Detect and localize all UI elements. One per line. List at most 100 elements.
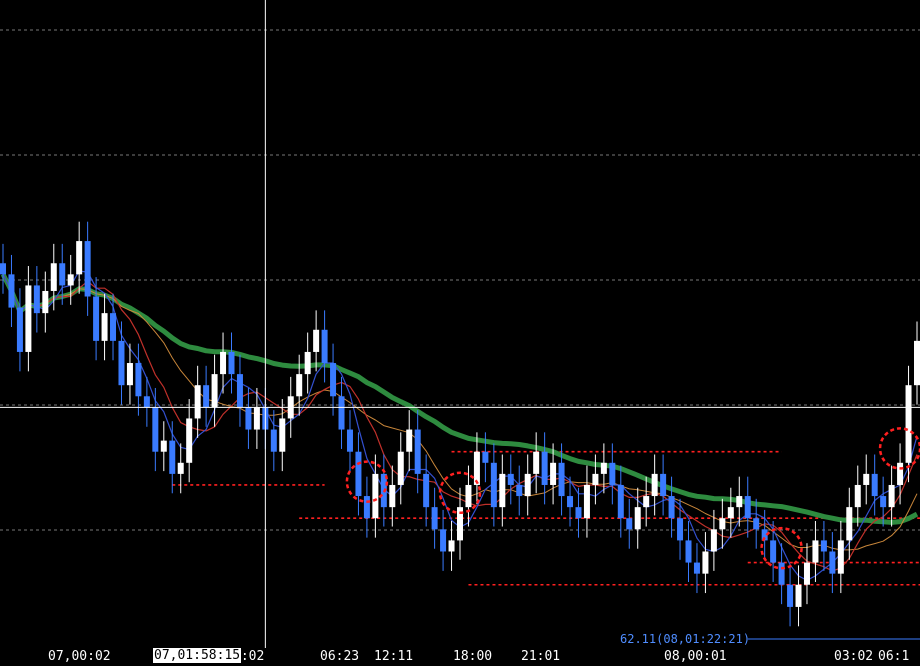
candle-body [296,374,303,397]
candle-body [888,484,895,508]
candle-body [702,551,709,574]
candle-body [846,507,853,541]
candle-body [363,496,370,519]
candle-body [355,451,362,497]
candle-body [253,407,260,430]
candle-body [67,274,74,286]
candle-body [220,351,227,375]
candle-body [871,473,878,497]
candle-body [719,518,726,530]
low-pointer-line [748,638,920,640]
candle-body [465,484,472,508]
crosshair [0,0,920,648]
candle-body [397,451,404,485]
candle-body [346,429,353,452]
crosshair-time-label: 07,01:58:15 [153,648,242,663]
candle-body [126,363,133,386]
candle-body [829,551,836,574]
candle-body [414,429,421,474]
candle-body [93,296,100,341]
candle-body [914,340,920,386]
candle-body [727,507,734,519]
candle-body [541,451,548,485]
x-tick-label: 18:00 [453,649,493,664]
peak-markers [345,427,920,570]
candle-body [778,562,785,585]
candle-body [863,473,870,485]
candle-body [854,484,861,508]
x-tick-label: 06:1 [878,649,910,664]
candlesticks [0,221,920,627]
candle-body [211,374,218,408]
candle-body [25,285,32,352]
candle-body [660,473,667,497]
candle-body [507,473,514,485]
candle-body [677,518,684,541]
candle-body [152,407,159,452]
candle-body [592,473,599,485]
x-tick-label: 21:01 [521,649,561,664]
peak-marker-circle [345,460,389,503]
candle-body [194,385,201,419]
candle-body [76,241,83,275]
candle-body [270,429,277,452]
candle-body [59,263,66,286]
candle-body [431,507,438,530]
candle-body [736,496,743,508]
candle-body [897,462,904,485]
candle-body [787,584,794,607]
candle-body [550,462,557,485]
candle-body [710,529,717,552]
candle-body [567,496,574,508]
candle-body [837,540,844,574]
candle-body [406,429,413,452]
candle-body [770,540,777,563]
x-tick-label: 07,00:02 [48,649,111,664]
candle-body [803,562,810,585]
candle-body [135,363,142,397]
candle-body [693,562,700,574]
candle-body [110,313,117,341]
candle-body [651,473,658,497]
x-tick-label: 08,00:01 [664,649,727,664]
candle-body [448,540,455,552]
candle-body [338,396,345,430]
candle-body [744,496,751,519]
candle-body [423,473,430,508]
candle-body [668,496,675,519]
candle-body [16,307,23,352]
candle-body [609,462,616,485]
candle-body [761,529,768,541]
candle-body [440,529,447,552]
candle-body [304,351,311,375]
candle-body [236,374,243,408]
candle-body [795,584,802,607]
low-price-annotation: 62.11(08,01:22:21) [620,632,751,646]
candle-body [905,385,912,463]
candle-body [8,274,15,308]
peak-marker-circle [760,526,803,570]
x-tick-label: 12:11 [374,649,414,664]
candle-body [143,396,150,408]
candle-body [313,329,320,352]
peak-marker-circle [438,471,482,514]
candle-body [321,329,328,364]
candle-body [169,440,176,474]
candle-body [499,473,506,508]
candle-body [84,241,91,297]
candle-body [626,518,633,530]
ma-long-line [0,273,919,525]
candle-body [533,451,540,474]
peak-marker-circle [878,427,920,470]
candle-body [473,451,480,485]
candle-body [42,290,49,314]
candle-body [812,540,819,563]
candle-body [389,484,396,508]
candle-body [643,496,650,508]
candle-body [516,484,523,497]
candle-body [160,440,167,452]
candle-body [372,473,379,519]
x-tick-label: 06:23 [320,649,360,664]
candle-body [575,507,582,519]
